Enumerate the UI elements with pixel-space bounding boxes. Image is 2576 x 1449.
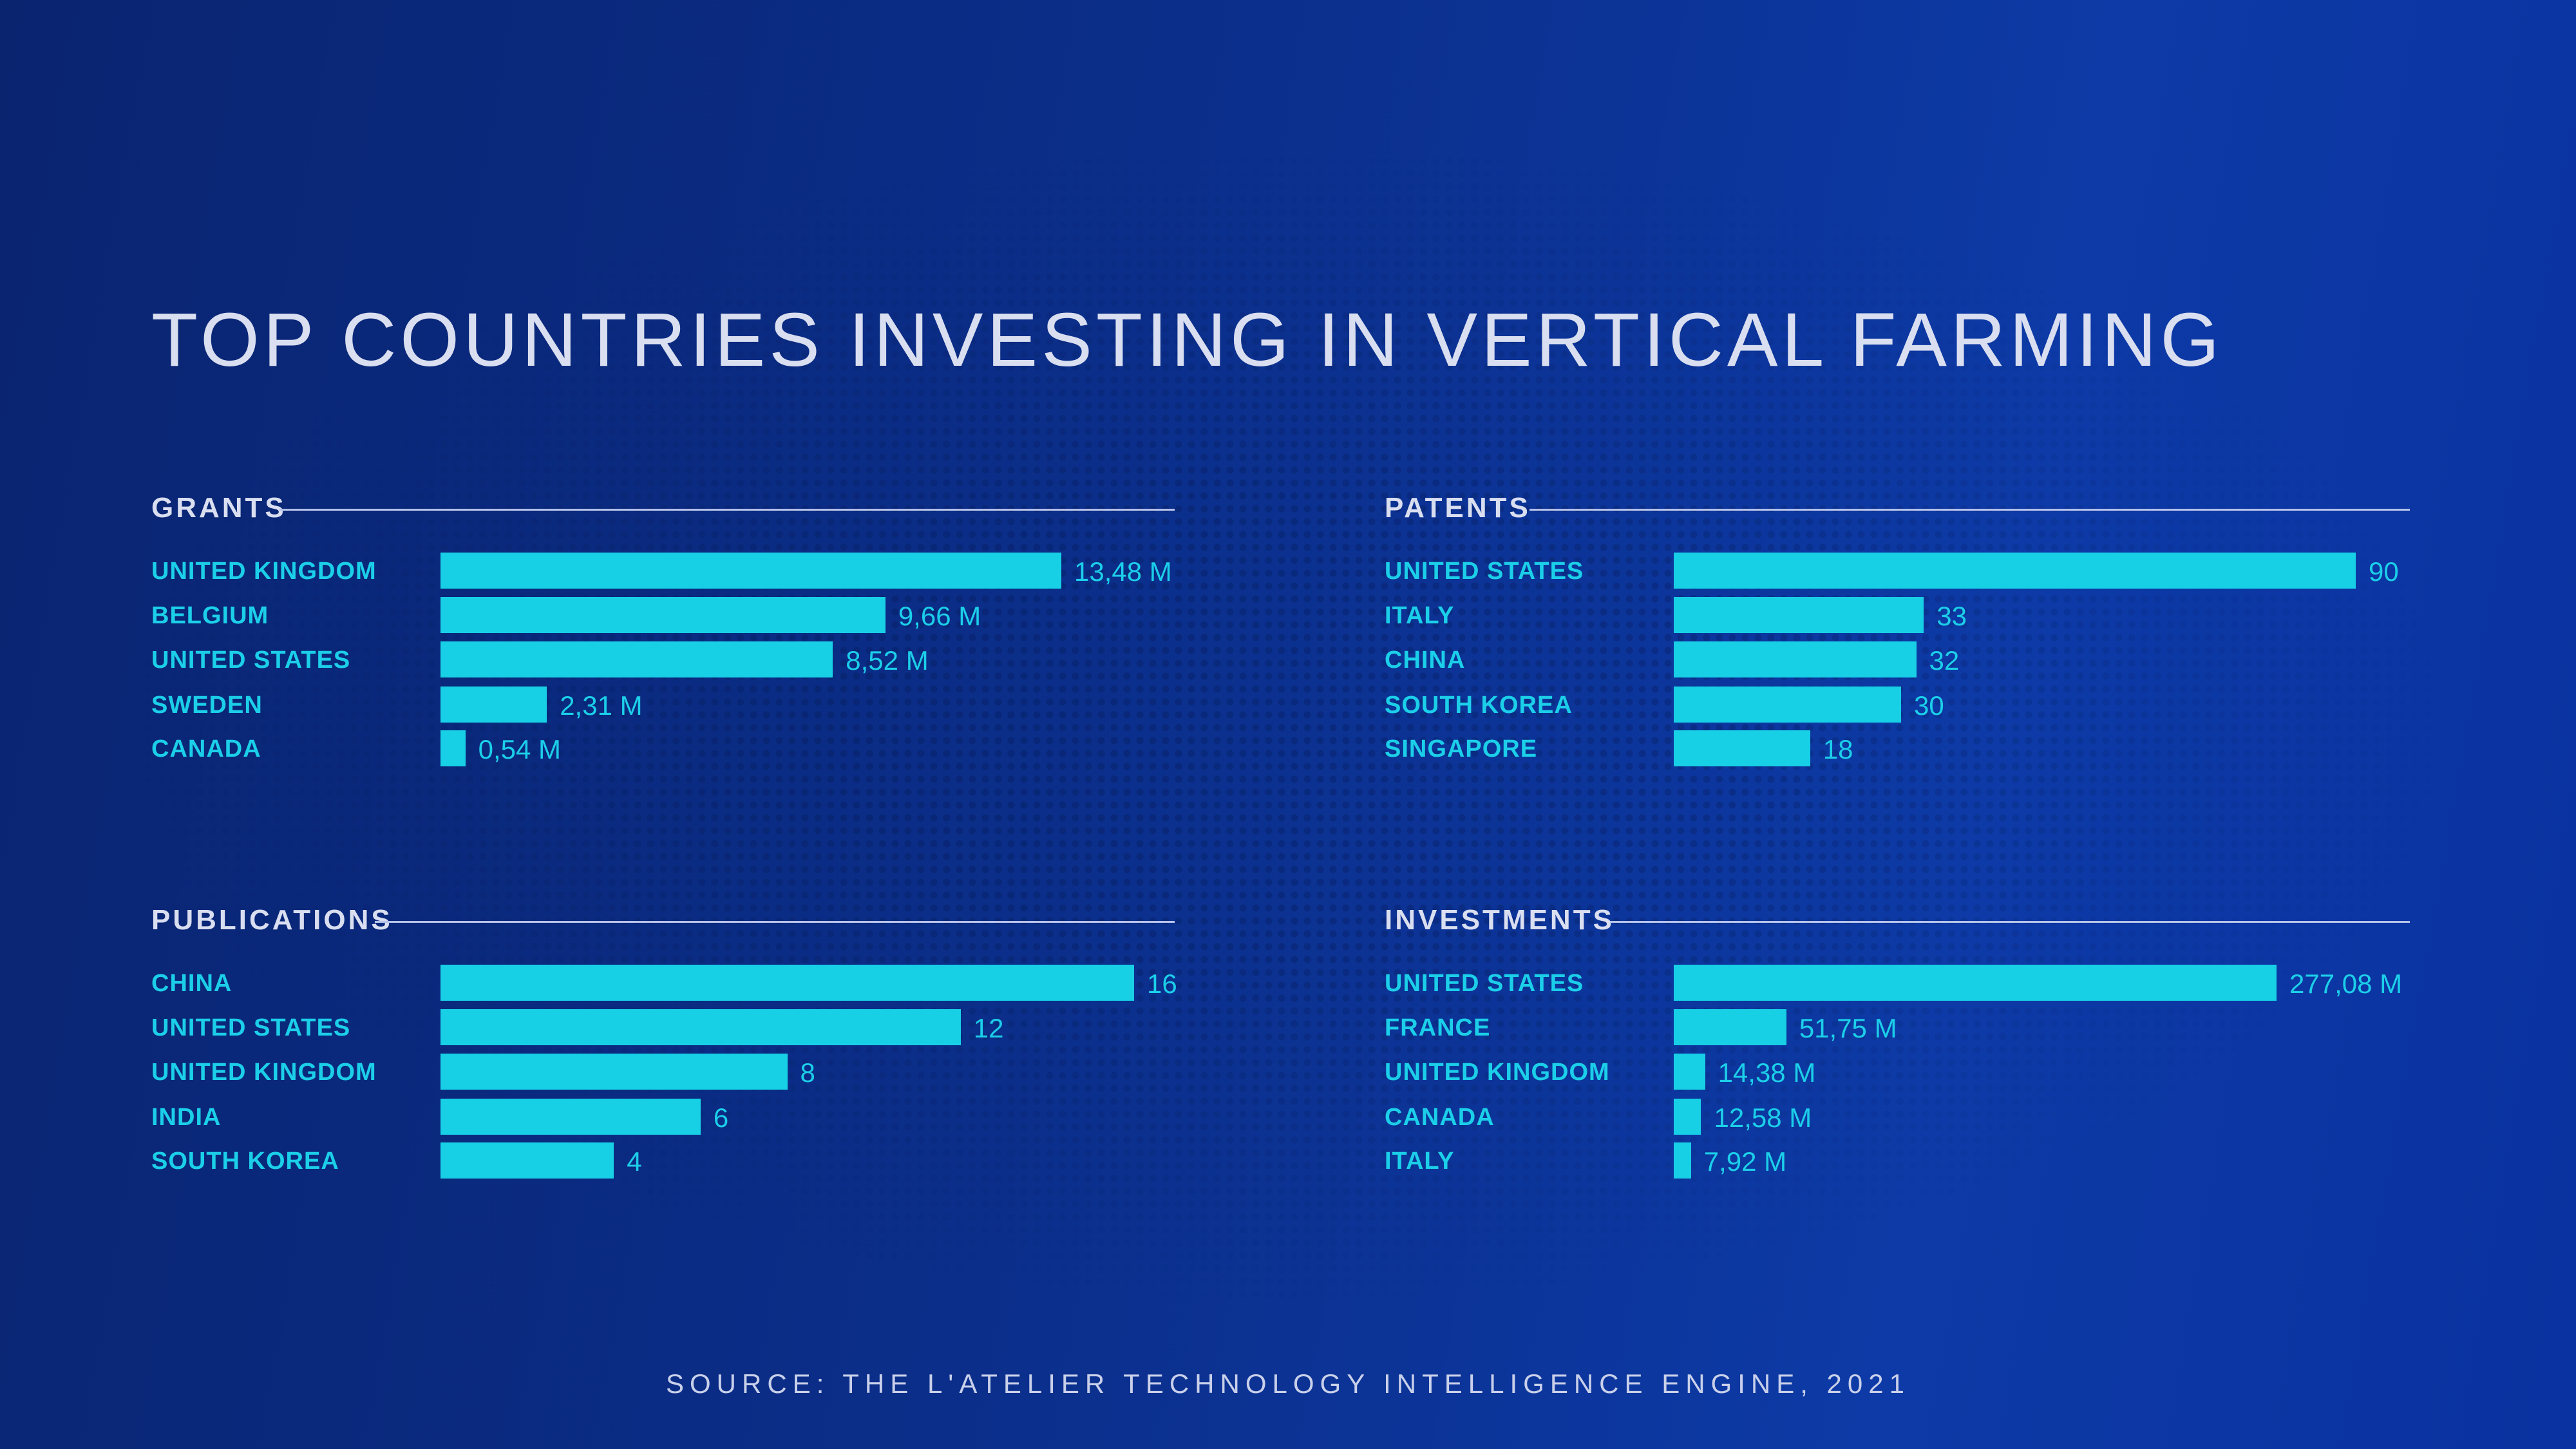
bar [1674, 1009, 1786, 1045]
chart-title: PATENTS [1385, 492, 1531, 524]
bar [440, 641, 833, 677]
chart-header: INVESTMENTS [1385, 902, 2410, 940]
bar [1674, 597, 1924, 633]
category-label: CANADA [1385, 1104, 1495, 1131]
chart-header: PATENTS [1385, 489, 2410, 528]
bar-row: UNITED KINGDOM 13,48 M [151, 553, 1175, 591]
value-label: 9,66 M [898, 601, 981, 631]
category-label: SINGAPORE [1385, 735, 1538, 762]
value-label: 32 [1929, 645, 1960, 676]
bar [440, 553, 1061, 589]
bar-row: BELGIUM 9,66 M [151, 597, 1175, 636]
bar [440, 1099, 701, 1135]
bar-row: UNITED STATES 8,52 M [151, 641, 1175, 680]
bar [440, 597, 886, 633]
bar-row: SWEDEN 2,31 M [151, 687, 1175, 725]
header-divider [279, 509, 1175, 511]
bar [440, 965, 1134, 1001]
header-divider [1530, 509, 2410, 511]
bar-row: CANADA 0,54 M [151, 730, 1175, 769]
value-label: 2,31 M [560, 690, 643, 721]
bar [440, 1142, 614, 1179]
chart-title: INVESTMENTS [1385, 904, 1615, 936]
bar [1674, 641, 1917, 677]
category-label: SOUTH KOREA [151, 1148, 339, 1175]
bar-row: ITALY 7,92 M [1385, 1142, 2410, 1181]
bar [1674, 965, 2277, 1001]
chart-header: PUBLICATIONS [151, 902, 1175, 940]
category-label: UNITED KINGDOM [151, 558, 377, 585]
bar-row: UNITED STATES 277,08 M [1385, 965, 2410, 1003]
value-label: 8,52 M [846, 645, 929, 676]
value-label: 12 [973, 1013, 1004, 1043]
bar-row: ITALY 33 [1385, 597, 2410, 636]
category-label: UNITED STATES [151, 647, 351, 674]
value-label: 33 [1937, 601, 1967, 631]
bar [440, 687, 547, 723]
chart-title: PUBLICATIONS [151, 904, 393, 936]
chart-title: GRANTS [151, 492, 287, 524]
value-label: 0,54 M [478, 734, 562, 764]
bar-row: CHINA 16 [151, 965, 1177, 1003]
category-label: UNITED STATES [1385, 558, 1584, 585]
bar-row: SINGAPORE 18 [1385, 730, 2410, 769]
value-label: 4 [627, 1146, 642, 1177]
value-label: 12,58 M [1714, 1103, 1812, 1133]
value-label: 6 [713, 1103, 729, 1133]
bar-row: UNITED STATES 90 [1385, 553, 2410, 591]
category-label: UNITED STATES [151, 1014, 351, 1041]
header-divider [1610, 921, 2410, 923]
bar-row: SOUTH KOREA 4 [151, 1142, 1175, 1181]
category-label: ITALY [1385, 602, 1455, 629]
value-label: 277,08 M [2289, 969, 2403, 999]
header-divider [375, 921, 1175, 923]
value-label: 13,48 M [1074, 556, 1172, 587]
value-label: 30 [1914, 690, 1944, 721]
chart-grants: GRANTS UNITED KINGDOM 13,48 M BELGIUM 9,6… [151, 489, 1175, 766]
category-label: BELGIUM [151, 602, 269, 629]
page-title: TOP COUNTRIES INVESTING IN VERTICAL FARM… [151, 298, 2224, 383]
category-label: CHINA [151, 970, 232, 997]
bar-row: UNITED KINGDOM 14,38 M [1385, 1054, 2410, 1092]
value-label: 51,75 M [1799, 1013, 1897, 1043]
bar-row: FRANCE 51,75 M [1385, 1009, 2410, 1048]
source-note: SOURCE: THE L'ATELIER TECHNOLOGY INTELLI… [666, 1368, 1910, 1399]
value-label: 14,38 M [1718, 1057, 1816, 1088]
bar [1674, 730, 1810, 766]
bar [1674, 1142, 1691, 1179]
category-label: ITALY [1385, 1148, 1455, 1175]
value-label: 8 [800, 1057, 815, 1088]
category-label: CANADA [151, 735, 261, 762]
chart-publications: PUBLICATIONS CHINA 16 UNITED STATES 12 UNI… [151, 902, 1177, 1179]
category-label: FRANCE [1385, 1014, 1491, 1041]
bar [1674, 1099, 1701, 1135]
category-label: INDIA [151, 1104, 222, 1131]
bar-row: INDIA 6 [151, 1099, 1175, 1137]
bar-row: CHINA 32 [1385, 641, 2410, 680]
chart-patents: PATENTS UNITED STATES 90 ITALY 33 CHINA 32… [1385, 489, 2410, 766]
value-label: 7,92 M [1703, 1146, 1787, 1177]
bar [440, 1009, 961, 1045]
value-label: 90 [2369, 556, 2399, 587]
category-label: UNITED STATES [1385, 970, 1584, 997]
bar [440, 730, 466, 766]
bar [1674, 1054, 1705, 1090]
value-label: 18 [1823, 734, 1853, 764]
bar-row: UNITED KINGDOM 8 [151, 1054, 1175, 1092]
category-label: SWEDEN [151, 692, 263, 719]
bar-row: UNITED STATES 12 [151, 1009, 1175, 1048]
category-label: UNITED KINGDOM [1385, 1059, 1610, 1086]
chart-investments: INVESTMENTS UNITED STATES 277,08 M FRANCE… [1385, 902, 2410, 1179]
bar-row: SOUTH KOREA 30 [1385, 687, 2410, 725]
bar [1674, 687, 1901, 723]
category-label: UNITED KINGDOM [151, 1059, 377, 1086]
category-label: CHINA [1385, 647, 1466, 674]
chart-header: GRANTS [151, 489, 1175, 528]
value-label: 16 [1147, 969, 1177, 999]
bar [440, 1054, 788, 1090]
bar [1674, 553, 2356, 589]
category-label: SOUTH KOREA [1385, 692, 1573, 719]
bar-row: CANADA 12,58 M [1385, 1099, 2410, 1137]
